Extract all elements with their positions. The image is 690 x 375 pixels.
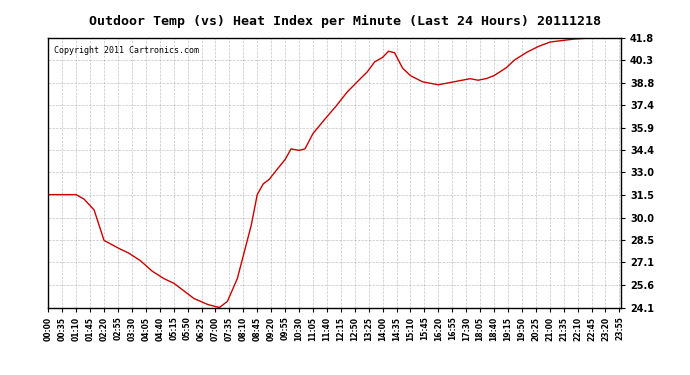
Text: Outdoor Temp (vs) Heat Index per Minute (Last 24 Hours) 20111218: Outdoor Temp (vs) Heat Index per Minute … — [89, 15, 601, 28]
Text: Copyright 2011 Cartronics.com: Copyright 2011 Cartronics.com — [54, 46, 199, 55]
